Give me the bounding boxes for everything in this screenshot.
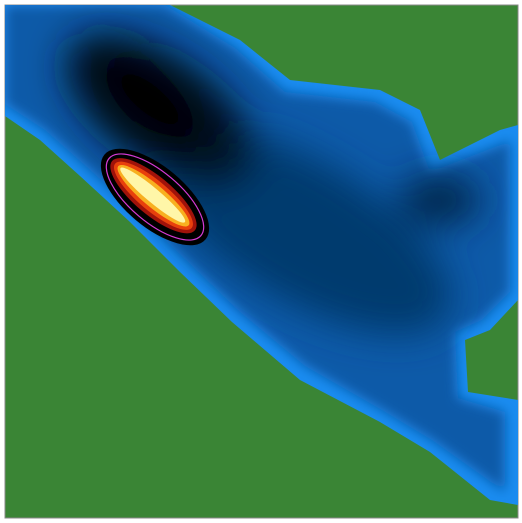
page: (() => { const data = JSON.parse(documen… <box>0 0 522 523</box>
map-view <box>0 0 522 523</box>
deep-pocket <box>400 175 480 225</box>
